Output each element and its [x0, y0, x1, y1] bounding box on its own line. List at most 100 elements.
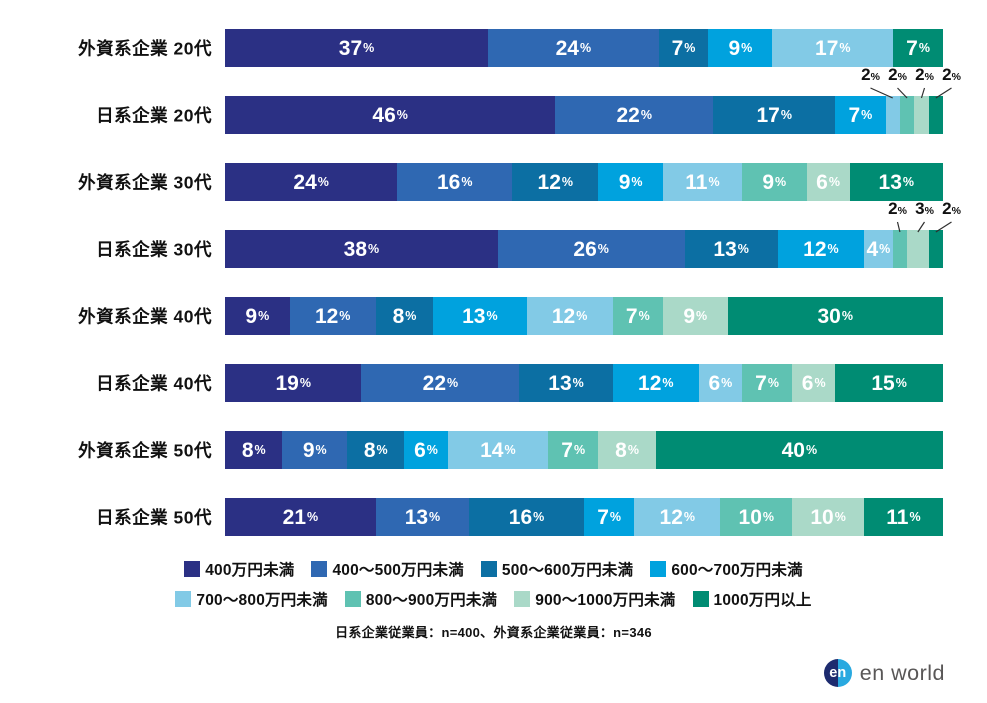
legend-swatch [311, 561, 328, 577]
bar-segment: 46% [225, 96, 556, 134]
bar-segment: 9% [662, 297, 728, 335]
bar-segment: 7% [741, 364, 793, 402]
segment-value: 12 [537, 170, 561, 194]
bar-segment: 13% [375, 498, 470, 536]
legend-row-1: 400万円未満 400〜500万円未満 500〜600万円未満 600〜700万円未満 [20, 558, 967, 580]
segment-unit: % [696, 308, 708, 323]
segment-value: 7 [755, 371, 767, 395]
category-label: 外資系企業 30代 [78, 172, 212, 193]
segment-unit: % [597, 241, 609, 256]
segment-unit: % [627, 442, 639, 457]
legend-swatch [344, 591, 361, 607]
segment-value: 7 [848, 103, 861, 127]
segment-unit: % [254, 442, 266, 457]
bar-segment: 17% [772, 29, 894, 67]
segment-unit: % [579, 40, 592, 55]
segment-unit: % [909, 509, 921, 524]
segment-value: 11 [886, 505, 909, 529]
segment-value: 8 [241, 438, 254, 462]
legend-label: 400万円未満 [205, 562, 295, 579]
legend-item: 600〜700万円未満 [650, 558, 803, 580]
bar-segment: 12% [612, 364, 699, 402]
bar-segment: 12% [526, 297, 613, 335]
bar-segment: 7% [835, 96, 886, 134]
segment-unit: % [879, 241, 891, 256]
segment-value: 4 [866, 237, 879, 261]
segment-unit: % [684, 40, 696, 55]
segment-value: 9 [728, 36, 741, 60]
segment-unit: % [834, 509, 846, 524]
segment-value: 7 [597, 505, 609, 529]
stacked-bar: 9% 12% 8% 13% 12% 7% 9% 30% [225, 297, 943, 335]
bar-segment: 6% [806, 163, 850, 201]
segment-value: 14 [480, 438, 504, 462]
bar-segment: 13% [684, 230, 778, 268]
legend-label: 800〜900万円未満 [365, 592, 498, 609]
enworld-logo-icon: en [823, 659, 852, 687]
segment-value: 13 [404, 505, 429, 529]
legend-label: 400〜500万円未満 [332, 562, 464, 579]
segment-value: 19 [275, 371, 299, 395]
callout-value: 2% [888, 65, 907, 84]
bar-segment: 9% [282, 431, 348, 469]
bar-segment: 11% [662, 163, 742, 201]
bar-segment: 22% [361, 364, 520, 402]
legend-label: 500〜600万円未満 [501, 562, 634, 579]
bar-segment [907, 230, 929, 268]
sample-size-footnote: 日系企業従業員：n=400、外資系企業従業員：n=346 [335, 625, 652, 640]
segment-value: 17 [815, 36, 839, 60]
segment-unit: % [683, 509, 696, 524]
bar-segment: 8% [347, 431, 405, 469]
legend-swatch [514, 591, 531, 607]
bar-segment: 19% [225, 364, 362, 402]
category-label: 日系企業 20代 [96, 105, 212, 126]
legend-swatch [480, 561, 497, 577]
bar-segment [928, 230, 943, 268]
bar-segment: 8% [598, 431, 656, 469]
segment-value: 13 [462, 304, 486, 328]
segment-value: 37 [338, 36, 363, 60]
bar-segment: 16% [397, 163, 513, 201]
segment-value: 12 [638, 371, 662, 395]
segment-value: 12 [659, 505, 683, 529]
bar-segment [928, 96, 943, 134]
callout-value: 3% [915, 199, 934, 218]
segment-value: 9 [302, 438, 315, 462]
callout-value: 2% [942, 199, 961, 218]
segment-value: 13 [548, 371, 572, 395]
legend-swatch [692, 591, 709, 607]
segment-unit: % [447, 375, 459, 390]
bar-segment: 12% [634, 498, 721, 536]
segment-value: 22 [616, 103, 640, 127]
bar-segment: 21% [225, 498, 376, 536]
segment-value: 13 [713, 237, 737, 261]
segment-unit: % [572, 375, 584, 390]
segment-unit: % [902, 174, 915, 189]
segment-unit: % [741, 40, 753, 55]
segment-value: 46 [372, 103, 396, 127]
segment-unit: % [315, 442, 327, 457]
legend-item: 700〜800万円未満 [175, 588, 328, 610]
bar-segment: 9% [741, 163, 807, 201]
stacked-bar: 21% 13% 16% 7% 12% 10% 10% 11% [225, 498, 943, 536]
segment-value: 6 [801, 371, 814, 395]
legend-swatch [650, 561, 667, 577]
bar-segment: 8% [375, 297, 434, 335]
segment-value: 10 [810, 505, 834, 529]
segment-unit: % [504, 442, 516, 457]
segment-value: 38 [343, 237, 368, 261]
bar-segment: 24% [488, 29, 659, 67]
segment-value: 8 [392, 304, 405, 328]
bar-segment: 15% [835, 364, 943, 402]
bar-segment: 37% [225, 29, 489, 67]
segment-value: 22 [422, 371, 446, 395]
bar-segment [892, 230, 908, 268]
stacked-bar: 8% 9% 8% 6% 14% 7% 8% 40% [225, 431, 943, 469]
segment-unit: % [767, 375, 779, 390]
segment-unit: % [895, 375, 907, 390]
enworld-logo-text: en world [859, 660, 945, 685]
segment-unit: % [640, 107, 652, 122]
segment-unit: % [708, 174, 720, 189]
bar-segment: 7% [548, 431, 599, 469]
legend-label: 600〜700万円未満 [671, 562, 803, 579]
